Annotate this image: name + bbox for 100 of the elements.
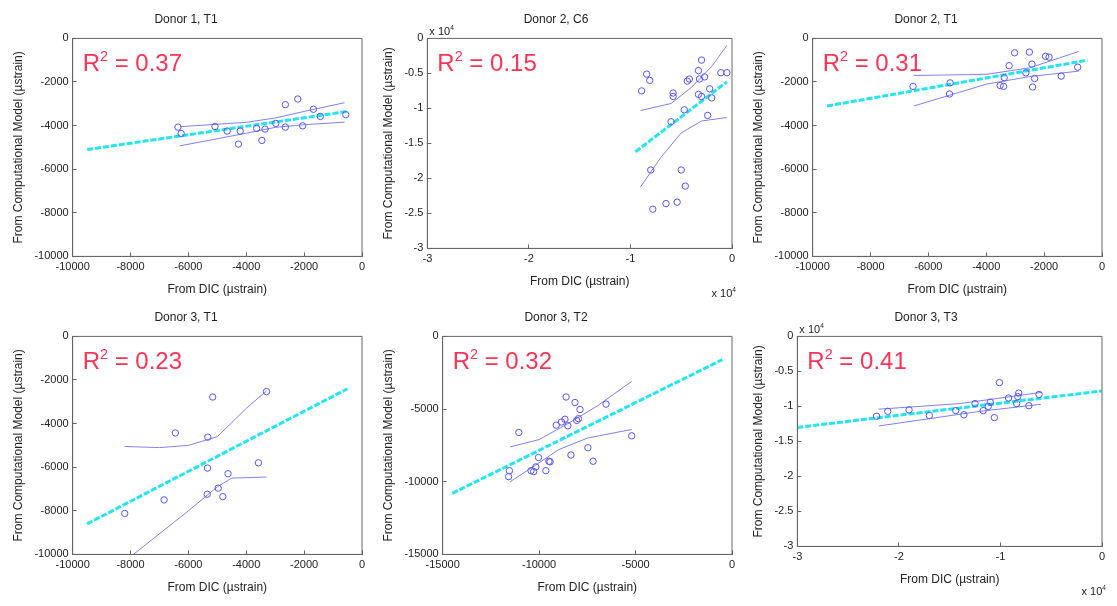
y-tick-label: -8000 <box>780 205 809 218</box>
point <box>909 82 917 91</box>
point <box>1041 52 1050 60</box>
point <box>532 463 540 471</box>
point <box>694 90 703 99</box>
point <box>576 405 584 414</box>
point <box>697 92 706 101</box>
point <box>1014 392 1022 401</box>
chart-title: Donor 2, T1 <box>894 11 958 26</box>
point <box>1035 390 1043 399</box>
y-tick-label: 0 <box>62 31 69 44</box>
x-tick-label: 0 <box>728 252 736 265</box>
point <box>254 459 263 467</box>
point <box>627 432 636 440</box>
point <box>262 387 271 396</box>
x-tick-label: 0 <box>358 260 366 273</box>
x-axis-title: From DIC (µstrain) <box>167 580 268 595</box>
point <box>662 199 670 208</box>
x-axis-title: From DIC (µstrain) <box>537 580 638 595</box>
point <box>530 467 538 476</box>
y-axis-title: From Computational Model (µstrain) <box>380 47 395 240</box>
y-tick-label: -6000 <box>40 162 69 175</box>
point <box>309 105 318 113</box>
x-tick-label: 0 <box>1098 550 1106 563</box>
x-tick-label: -8000 <box>116 558 145 571</box>
x-tick-label: -4000 <box>232 558 261 571</box>
y-tick-label: -8000 <box>40 503 69 516</box>
point <box>204 433 212 441</box>
point <box>723 69 731 77</box>
point <box>219 492 227 501</box>
point <box>1015 389 1023 397</box>
y-tick-label: -1.5 <box>404 136 424 149</box>
y-tick-label: -1 <box>413 101 424 114</box>
point <box>174 123 182 131</box>
y-axis-title: From Computational Model (µstrain) <box>10 51 25 244</box>
point <box>1073 63 1082 71</box>
x-tick-label: -2 <box>894 550 904 563</box>
x-axis-title: From DIC (µstrain) <box>907 282 1008 297</box>
y-tick-label: -1.5 <box>774 434 794 447</box>
y-axis-title: From Computational Model (µstrain) <box>750 345 765 538</box>
point <box>1025 48 1034 56</box>
point <box>272 119 280 128</box>
point <box>649 205 657 213</box>
point <box>1000 73 1008 82</box>
point <box>673 198 681 206</box>
x-tick-label: -6000 <box>174 260 203 273</box>
point <box>261 125 269 133</box>
y-axis-title: From Computational Model (µstrain) <box>380 349 395 542</box>
point <box>905 406 913 414</box>
point <box>1013 399 1021 408</box>
point <box>160 496 168 504</box>
point <box>561 415 569 423</box>
point <box>996 81 1004 90</box>
point <box>203 490 211 498</box>
point <box>258 136 266 145</box>
y-tick-label: 0 <box>802 31 809 44</box>
x-tick-label: -1 <box>995 550 1006 563</box>
point <box>667 118 675 126</box>
point <box>1022 69 1030 77</box>
point <box>171 429 180 437</box>
x-tick-label: -8000 <box>856 260 885 273</box>
point <box>504 472 513 481</box>
y-tick-label: -0.5 <box>774 364 794 377</box>
point <box>236 127 244 135</box>
y-tick-label: 0 <box>432 329 439 342</box>
x-tick-label: -2 <box>524 252 534 265</box>
x-tick-label: -5000 <box>621 558 650 571</box>
point <box>234 140 243 148</box>
x-tick-label: -4000 <box>972 260 1001 273</box>
point <box>986 398 994 406</box>
point <box>925 411 934 420</box>
point <box>717 69 725 77</box>
point <box>1057 72 1065 80</box>
x-tick-label: 0 <box>1098 260 1106 273</box>
point <box>952 406 960 415</box>
x-axis-title: From DIC (µstrain) <box>899 572 1000 587</box>
point <box>281 123 290 131</box>
point <box>281 100 290 109</box>
x-tick-label: -10000 <box>521 558 557 571</box>
x-tick-label: -6000 <box>914 260 943 273</box>
x-tick-label: -6000 <box>174 558 203 571</box>
chart-title: Donor 3, T3 <box>894 309 958 324</box>
point <box>1028 60 1036 68</box>
point <box>564 422 572 430</box>
x-tick-label: 0 <box>358 558 366 571</box>
point <box>298 122 307 130</box>
y-tick-label: -2000 <box>40 373 69 386</box>
point <box>681 182 689 190</box>
point <box>984 402 992 411</box>
point <box>209 393 217 401</box>
point <box>534 453 543 462</box>
y-tick-label: -3 <box>413 241 424 254</box>
point <box>643 70 651 78</box>
point <box>121 509 129 518</box>
x-tick-label: -15000 <box>425 558 460 571</box>
chart-title: Donor 3, T1 <box>154 309 218 324</box>
y-tick-label: -4000 <box>40 118 69 131</box>
point <box>515 428 523 437</box>
y-tick-label: -2000 <box>780 75 809 88</box>
x-axis-title: From DIC (µstrain) <box>529 274 630 289</box>
